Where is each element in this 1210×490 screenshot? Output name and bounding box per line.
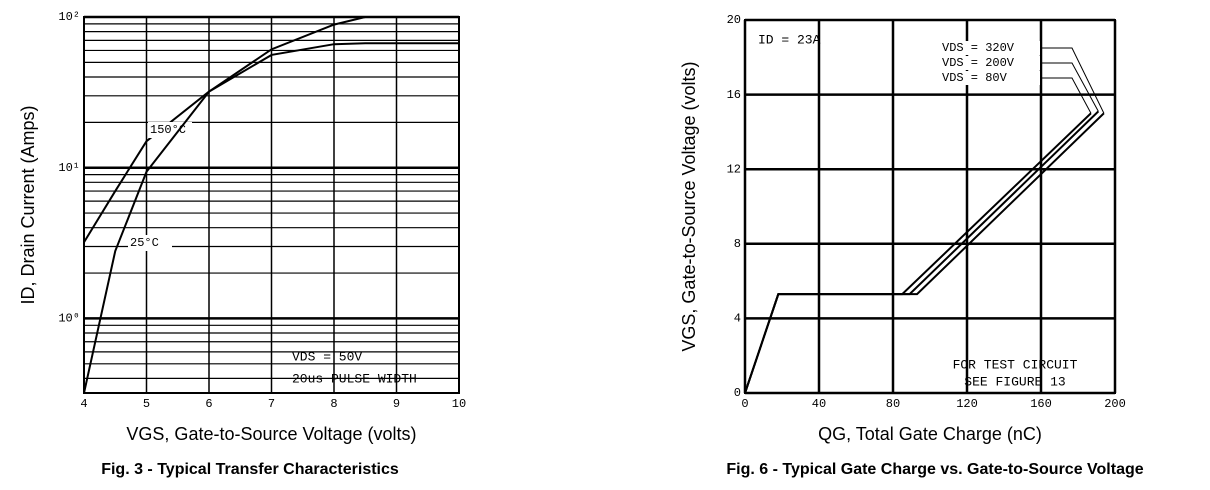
legend-bg [940,71,1040,85]
legend-leader [1042,77,1092,114]
y-tick-label: 16 [727,88,741,102]
annotation: FOR TEST CIRCUIT [953,357,1078,372]
legend-leader [1042,62,1099,112]
series-label: 150°C [150,123,186,137]
series-line [83,16,459,394]
x-tick-label: 5 [143,397,150,411]
y-axis-label: ID, Drain Current (Amps) [18,105,38,304]
x-tick-label: 120 [956,397,978,411]
y-tick-label: 10⁰ [58,312,80,326]
annotation: 20us PULSE WIDTH [292,371,417,386]
series-line [744,110,1100,394]
plot-frame [83,16,460,394]
series-line [744,112,1092,394]
legend-bg [128,235,172,251]
x-tick-label: 0 [741,397,748,411]
x-tick-label: 200 [1104,397,1126,411]
x-axis-label: QG, Total Gate Charge (nC) [818,424,1042,444]
y-tick-label: 4 [734,312,741,326]
x-tick-label: 7 [268,397,275,411]
y-tick-label: 0 [734,386,741,400]
legend-bg [940,56,1040,70]
annotation: VDS = 50V [292,349,362,364]
legend-bg [940,41,1040,55]
legend-entry: VDS = 320V [942,41,1015,55]
y-tick-label: 10² [58,10,80,24]
x-axis-label: VGS, Gate-to-Source Voltage (volts) [126,424,416,444]
x-tick-label: 160 [1030,397,1052,411]
y-tick-label: 10¹ [58,161,80,175]
chart-title: Fig. 3 - Typical Transfer Characteristic… [101,461,399,478]
series-line [744,112,1105,394]
annotation: SEE FIGURE 13 [964,374,1065,389]
x-tick-label: 4 [80,397,87,411]
y-tick-label: 20 [727,13,741,27]
annotation: ID = 23A [758,32,821,47]
x-tick-label: 80 [886,397,900,411]
series-line [83,42,459,243]
series-label: 25°C [130,236,159,250]
plot-frame [744,19,1116,394]
legend-leader [1042,47,1105,114]
y-tick-label: 12 [727,162,741,176]
legend-entry: VDS = 200V [942,56,1015,70]
x-tick-label: 6 [205,397,212,411]
x-tick-label: 40 [812,397,826,411]
x-tick-label: 9 [393,397,400,411]
y-tick-label: 8 [734,237,741,251]
chart-title: Fig. 6 - Typical Gate Charge vs. Gate-to… [726,461,1143,478]
legend-entry: VDS = 80V [942,71,1008,85]
x-tick-label: 10 [452,397,466,411]
y-axis-label: VGS, Gate-to-Source Voltage (volts) [679,61,699,351]
x-tick-label: 8 [330,397,337,411]
